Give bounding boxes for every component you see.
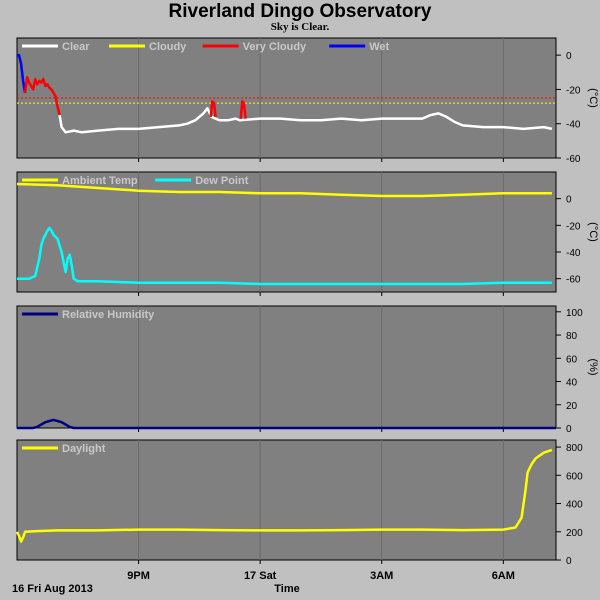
sky-status: Sky is Clear. <box>270 21 330 33</box>
x-date-label: 16 Fri Aug 2013 <box>12 583 93 595</box>
y-tick-label: 800 <box>566 443 583 454</box>
series-very-cloudy <box>209 100 217 118</box>
legend-daylight: Daylight <box>62 443 106 455</box>
y-tick-label: -60 <box>566 275 581 286</box>
y-tick-label: -20 <box>566 85 581 96</box>
legend-ambient-temp: Ambient Temp <box>62 175 138 187</box>
series-wet <box>17 53 27 94</box>
y-tick-label: 80 <box>566 331 578 342</box>
x-tick-label: 9PM <box>127 570 150 582</box>
y-tick-label: 400 <box>566 500 583 511</box>
sky-unit-label: (°C) <box>587 88 599 108</box>
series-very-cloudy <box>23 76 61 116</box>
y-tick-label: 0 <box>566 556 572 567</box>
x-tick-label: 17 Sat <box>244 570 277 582</box>
y-tick-label: 40 <box>566 378 578 389</box>
series-daylight <box>15 448 553 543</box>
y-tick-label: -40 <box>566 120 581 131</box>
y-tick-label: 0 <box>566 195 572 206</box>
daylight-panel: 800 600 400 200 0 Daylight <box>15 439 583 567</box>
sky-panel: 0 -20 -40 -60 (°C) Clear Cloudy Very Cloudy Wet <box>16 37 599 165</box>
series-very-cloudy <box>239 100 247 119</box>
series-ambient-temp <box>16 182 552 198</box>
y-tick-label: 60 <box>566 354 578 365</box>
y-tick-label: 0 <box>566 424 572 435</box>
temperature-plot-area <box>16 171 557 293</box>
legend-relative-humidity: Relative Humidity <box>62 309 155 321</box>
x-axis-title: Time <box>274 583 299 595</box>
temperature-panel: 0 -20 -40 -60 (°C) Ambient Temp Dew Point <box>16 171 599 296</box>
humidity-panel: 100 80 60 40 20 0 (%) Relative Humidity <box>16 305 599 435</box>
y-tick-label: -60 <box>566 154 581 165</box>
x-tick-label: 3AM <box>370 570 393 582</box>
humidity-plot-area <box>16 305 557 429</box>
y-tick-label: 100 <box>566 308 583 319</box>
daylight-plot-area <box>16 439 557 561</box>
x-tick-label: 6AM <box>492 570 515 582</box>
legend-clear: Clear <box>62 41 90 53</box>
legend-dew-point: Dew Point <box>195 175 249 187</box>
y-tick-label: 0 <box>566 51 572 62</box>
legend-very-cloudy: Very Cloudy <box>243 41 307 53</box>
y-tick-label: -40 <box>566 248 581 259</box>
page-title: Riverland Dingo Observatory <box>168 1 432 22</box>
y-tick-label: 600 <box>566 471 583 482</box>
y-tick-label: -20 <box>566 221 581 232</box>
legend-wet: Wet <box>369 41 389 53</box>
humidity-unit-label: (%) <box>587 358 599 375</box>
series-relative-humidity <box>17 418 556 430</box>
temperature-unit-label: (°C) <box>587 222 599 242</box>
y-tick-label: 200 <box>566 528 583 539</box>
series-dew-point <box>17 226 552 286</box>
legend-cloudy: Cloudy <box>149 41 187 53</box>
y-tick-label: 20 <box>566 401 578 412</box>
series-clear <box>58 107 553 134</box>
